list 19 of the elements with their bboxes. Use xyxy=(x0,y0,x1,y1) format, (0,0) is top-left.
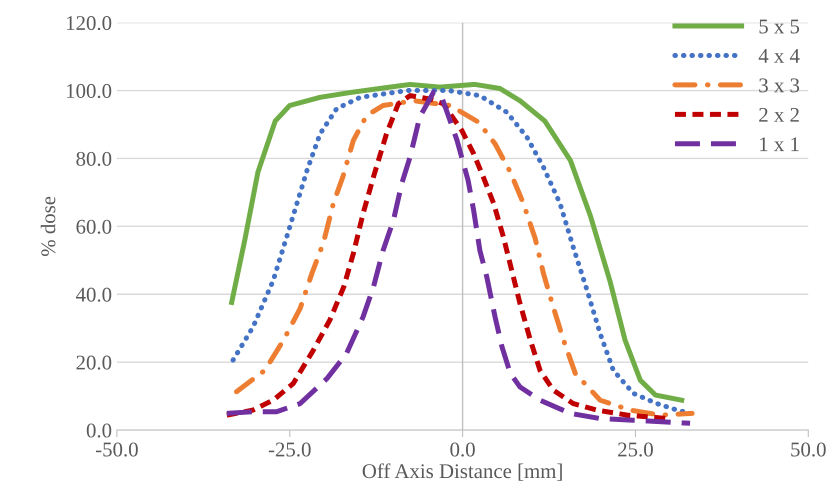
x-tick-label: 0.0 xyxy=(450,442,475,457)
y-tick-label: 120.0 xyxy=(66,16,112,30)
y-tick-label: 100.0 xyxy=(66,84,112,98)
y-tick-label: 0.0 xyxy=(86,423,112,438)
legend-label: 4 x 4 xyxy=(758,49,800,63)
x-tick-label: 25.0 xyxy=(618,442,653,457)
x-tick-label: -50.0 xyxy=(96,442,138,457)
y-tick-label: 60.0 xyxy=(76,220,112,234)
legend-label: 2 x 2 xyxy=(759,108,799,122)
x-tick-label: 50.0 xyxy=(791,442,826,457)
y-axis-title: % dose xyxy=(40,196,56,256)
y-tick-label: 80.0 xyxy=(76,152,112,166)
y-tick-label: 20.0 xyxy=(76,356,112,370)
x-axis-title: Off Axis Distance [mm] xyxy=(362,463,562,481)
legend-label: 3 x 3 xyxy=(759,78,800,92)
legend-label: 1 x 1 xyxy=(760,137,799,152)
legend-label: 5 x 5 xyxy=(759,20,800,34)
y-tick-label: 40.0 xyxy=(76,288,112,302)
x-tick-label: -25.0 xyxy=(268,442,311,457)
